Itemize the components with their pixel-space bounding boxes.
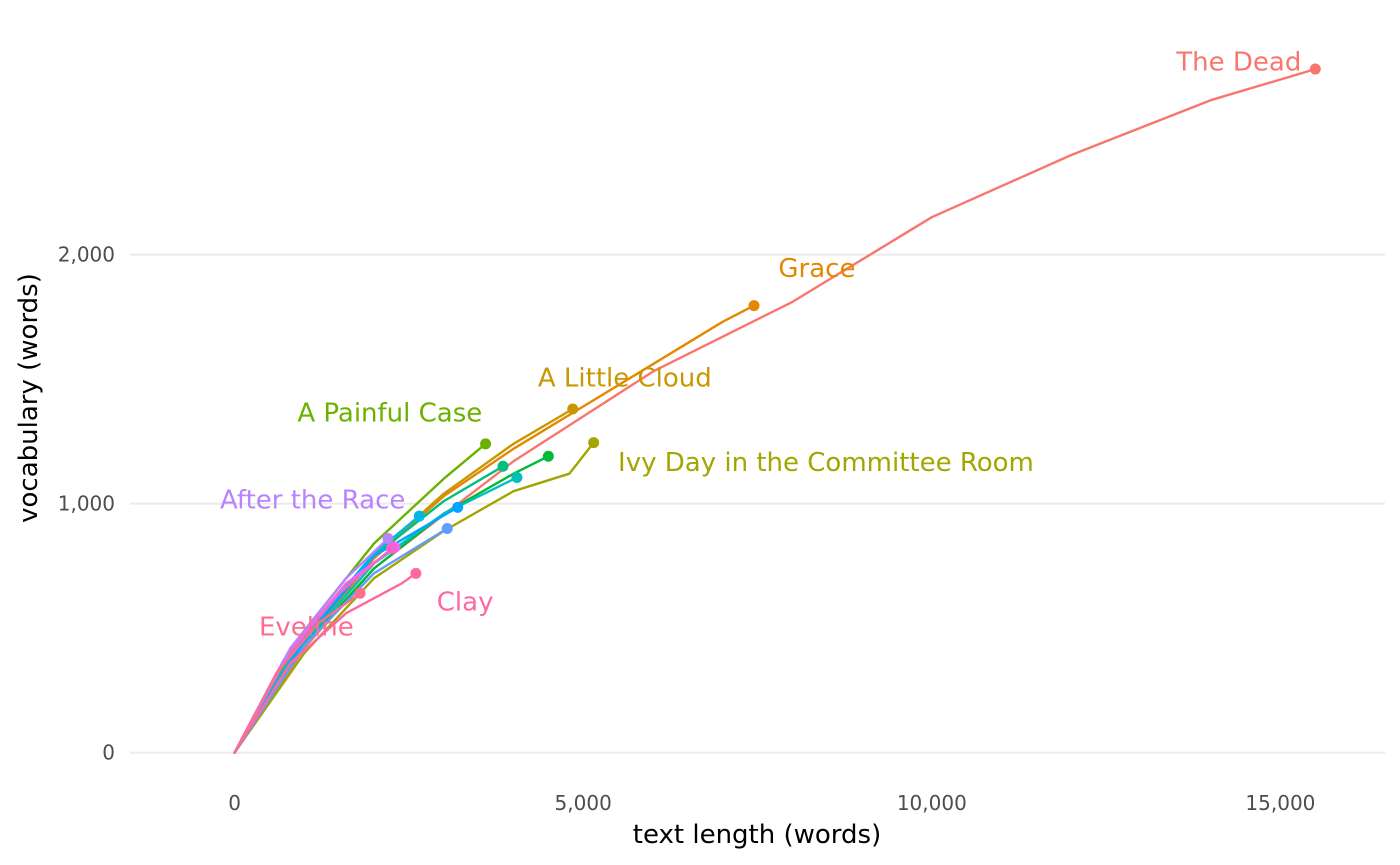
series-line bbox=[233, 442, 487, 754]
series-end-point bbox=[441, 523, 453, 535]
series-line bbox=[233, 592, 362, 754]
y-axis: 0 1,000 2,000 bbox=[58, 243, 115, 765]
x-tick-label: 15,000 bbox=[1245, 791, 1315, 815]
series-label: A Painful Case bbox=[297, 398, 482, 428]
series-end-point bbox=[567, 403, 579, 415]
y-axis-title: vocabulary (words) bbox=[14, 273, 44, 523]
series-end-point bbox=[410, 567, 422, 579]
series-end-point bbox=[1309, 63, 1321, 75]
series-end-points bbox=[354, 63, 1321, 599]
series-end-point bbox=[748, 300, 760, 312]
x-axis-title: text length (words) bbox=[633, 820, 881, 850]
x-tick-label: 10,000 bbox=[897, 791, 967, 815]
series-label: A Little Cloud bbox=[538, 364, 712, 394]
series-end-point bbox=[413, 510, 425, 522]
y-tick-label: 1,000 bbox=[58, 492, 115, 516]
series-line bbox=[233, 572, 418, 754]
series-end-point bbox=[588, 437, 600, 449]
series-end-point bbox=[497, 460, 509, 472]
series-label: Grace bbox=[778, 254, 855, 284]
x-tick-label: 0 bbox=[228, 791, 241, 815]
grid bbox=[130, 253, 1385, 754]
series-end-point bbox=[382, 532, 394, 544]
series-end-point bbox=[480, 438, 492, 450]
series-end-point bbox=[542, 450, 554, 462]
series-end-point bbox=[452, 501, 464, 513]
series-label: Ivy Day in the Committee Room bbox=[618, 448, 1034, 478]
series-label: Eveline bbox=[259, 613, 354, 643]
series-label: The Dead bbox=[1175, 47, 1301, 77]
series-end-point bbox=[354, 587, 366, 599]
series-end-point bbox=[385, 542, 397, 554]
x-tick-label: 5,000 bbox=[555, 791, 612, 815]
series-end-point bbox=[511, 471, 523, 483]
series-label: Clay bbox=[437, 588, 494, 618]
series-label: After the Race bbox=[220, 486, 405, 516]
y-tick-label: 0 bbox=[102, 741, 115, 765]
x-axis: 0 5,000 10,000 15,000 bbox=[228, 791, 1315, 815]
series-labels: The Dead Grace Ivy Day in the Committee Ro… bbox=[220, 47, 1301, 642]
y-tick-label: 2,000 bbox=[58, 243, 115, 267]
